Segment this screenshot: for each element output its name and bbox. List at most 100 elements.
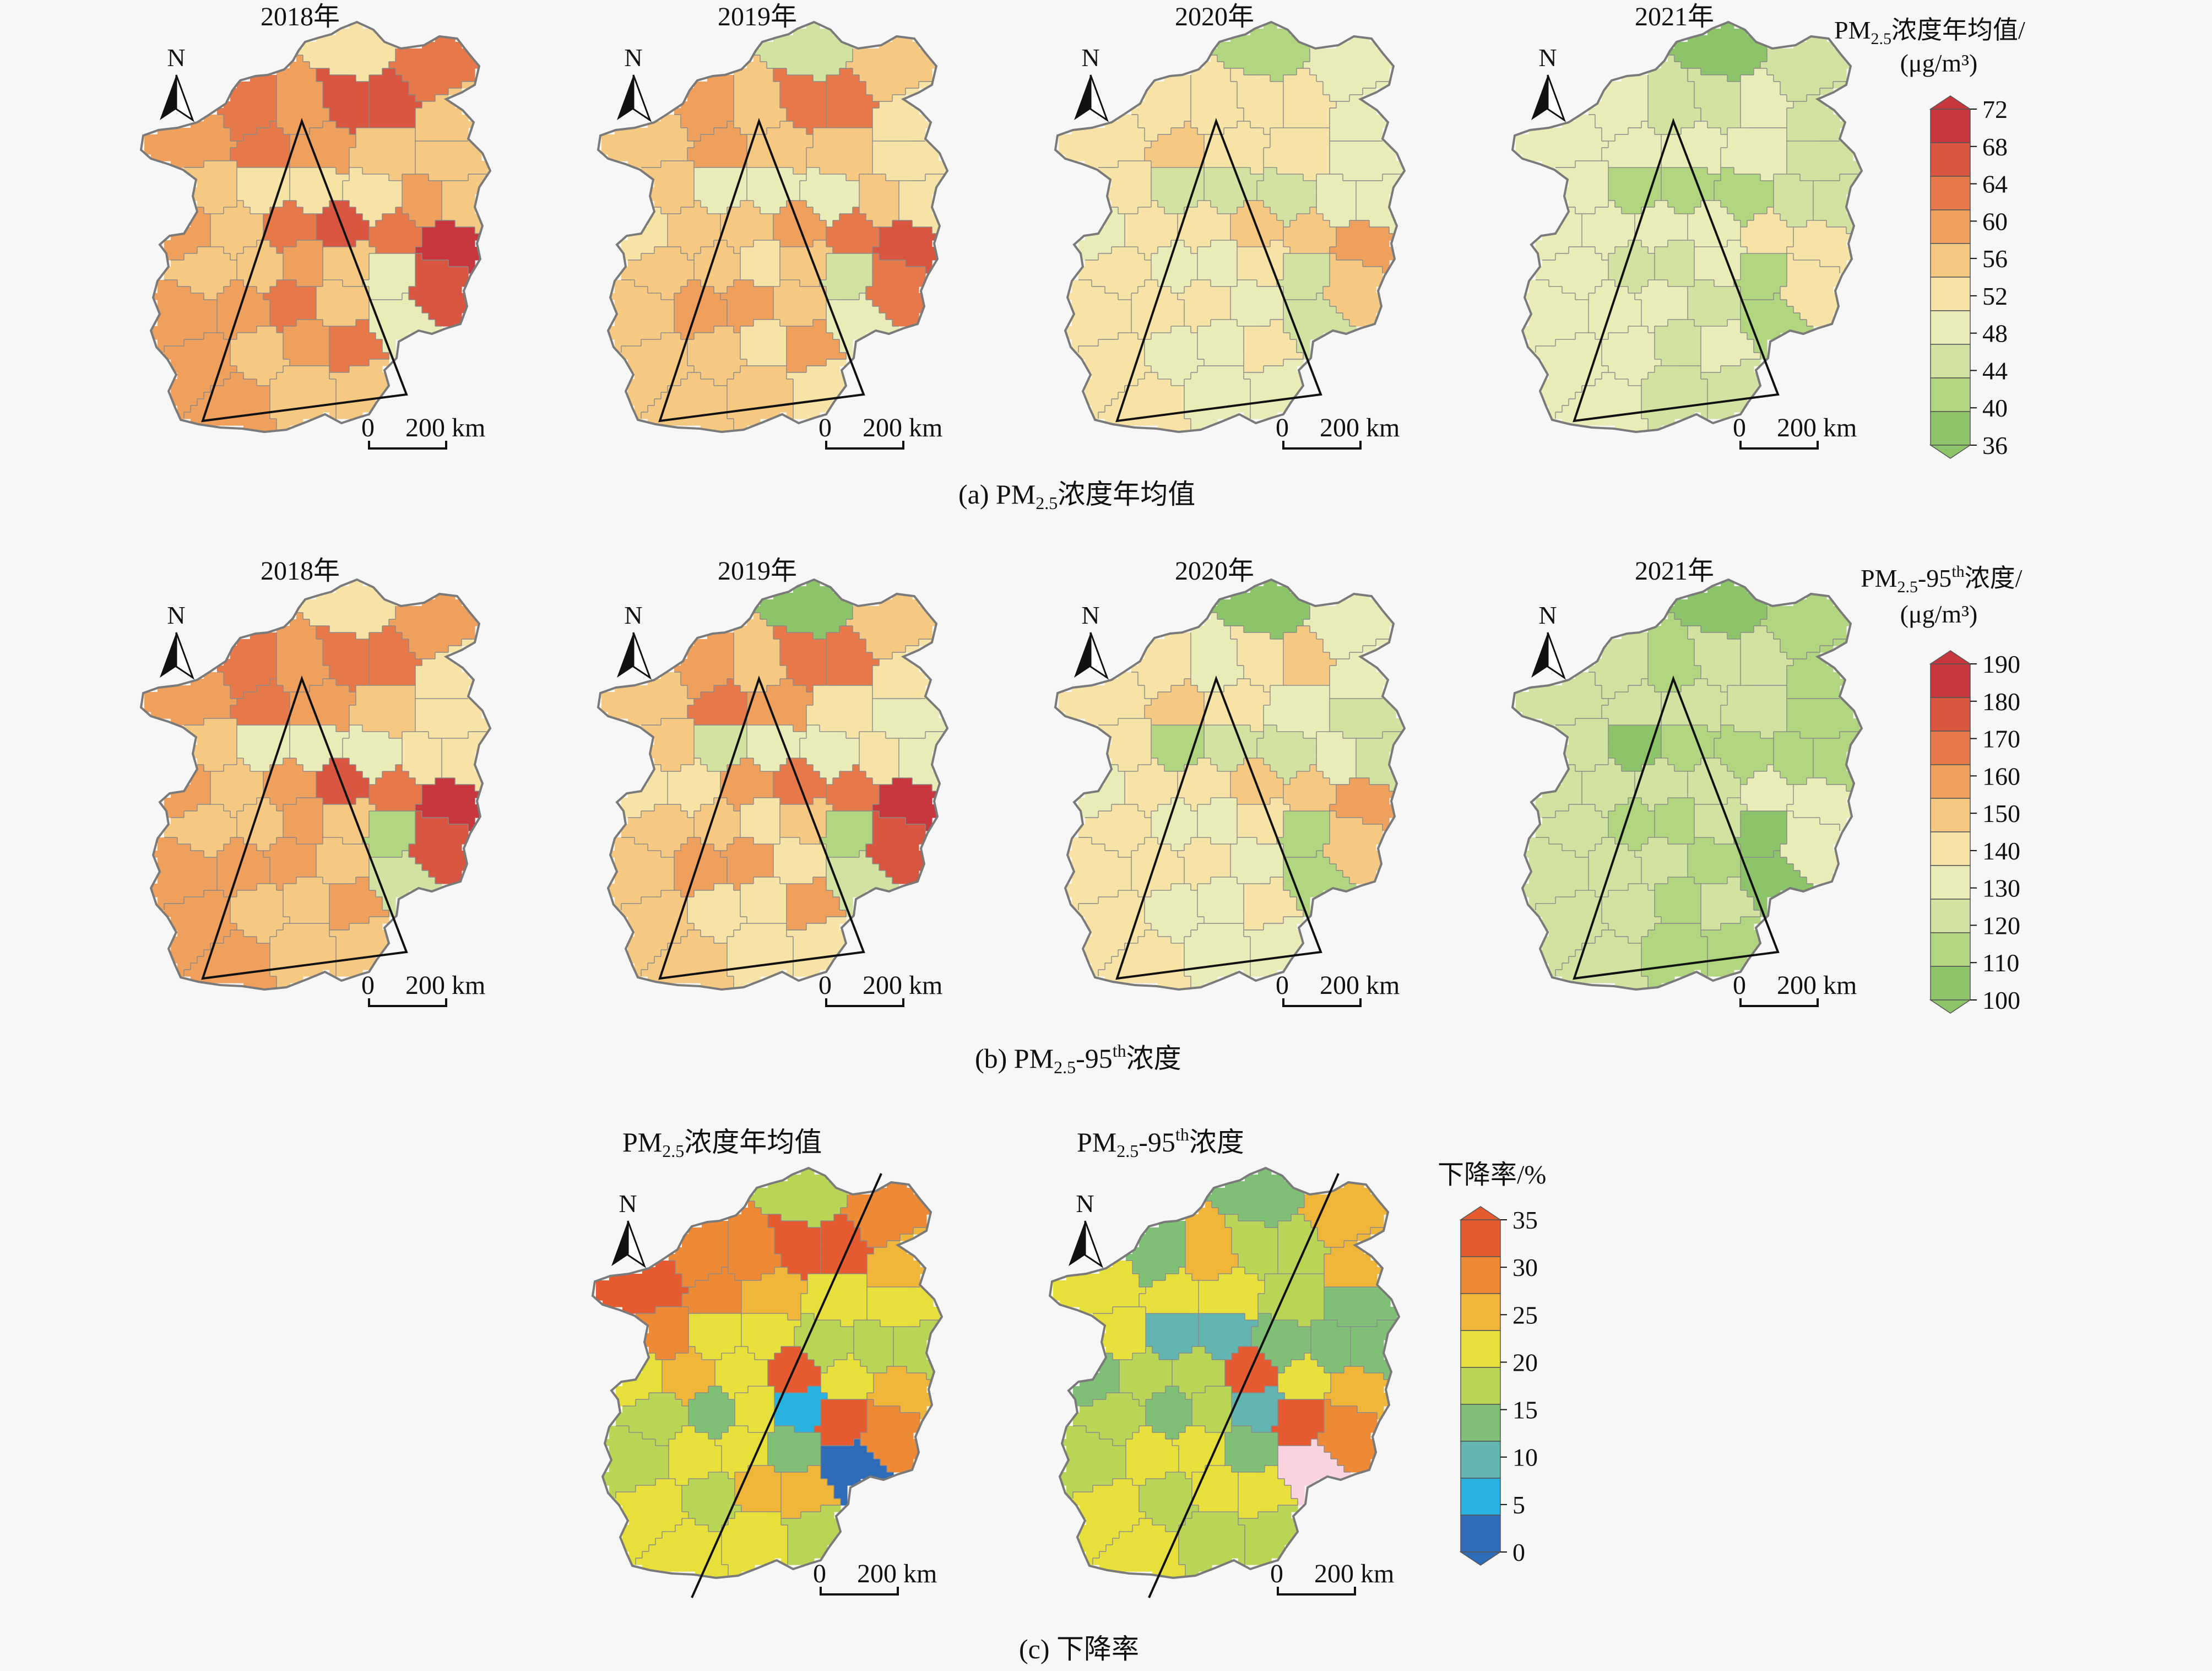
map-regions	[144, 22, 489, 432]
region-20	[263, 758, 317, 812]
region-19	[668, 758, 721, 818]
region-10	[801, 1274, 868, 1327]
region-12	[442, 732, 489, 792]
legend-swatch	[1460, 1404, 1501, 1442]
region-26	[1232, 1386, 1285, 1433]
region-6	[674, 632, 734, 699]
region-32	[1178, 280, 1231, 333]
region-33	[1225, 1426, 1278, 1473]
region-10	[1264, 128, 1330, 181]
region-0	[296, 580, 396, 640]
region-41	[787, 917, 847, 977]
region-0	[1211, 22, 1310, 82]
map-a2-year-label: 2019年	[718, 2, 797, 31]
region-14	[1714, 167, 1774, 228]
region-3	[1741, 626, 1794, 686]
region-16	[1151, 167, 1205, 214]
region-3	[1741, 68, 1794, 128]
region-15	[1199, 1313, 1259, 1360]
region-26	[323, 798, 376, 845]
hu-line-triangle	[201, 675, 408, 980]
region-15	[1204, 167, 1264, 214]
map-a-2020: N 0 200 km	[1054, 20, 1406, 450]
region-5	[1191, 55, 1244, 135]
region-13	[1316, 732, 1357, 785]
region-34	[1741, 293, 1814, 360]
legend-swatch	[1460, 1515, 1501, 1553]
region-34	[1278, 1439, 1351, 1506]
region-21	[773, 758, 827, 805]
legend-swatch	[1460, 1293, 1501, 1331]
map-a3-year-label: 2020年	[1175, 2, 1254, 31]
region-8	[682, 1267, 742, 1314]
map-a-2021: N 0 200 km	[1511, 20, 1863, 450]
region-1	[1303, 35, 1396, 102]
north-arrow-icon: N	[617, 601, 652, 680]
region-40	[270, 923, 337, 989]
legend-swatch	[1930, 176, 1971, 210]
region-22	[1741, 765, 1794, 812]
scale-distance-label: 200 km	[863, 413, 942, 442]
region-30	[1522, 837, 1589, 911]
region-6	[1588, 632, 1649, 699]
region-36	[682, 1472, 742, 1532]
region-22	[1741, 207, 1794, 254]
region-27	[1655, 798, 1695, 845]
region-21	[316, 201, 370, 247]
region-27	[1655, 240, 1695, 287]
region-5	[734, 55, 787, 135]
region-boundaries	[1078, 48, 1402, 432]
region-4	[1230, 626, 1284, 693]
map-outline	[139, 578, 492, 991]
region-10	[806, 128, 873, 181]
scale-zero-label: 0	[818, 413, 832, 442]
region-12	[899, 732, 946, 792]
region-boundaries	[621, 606, 945, 989]
region-25	[820, 811, 873, 858]
region-13	[402, 732, 442, 785]
region-38	[787, 877, 847, 931]
region-0	[753, 22, 853, 82]
legend-tick-label: 190	[1982, 650, 2020, 678]
region-21	[1688, 201, 1741, 247]
legend-swatch	[1930, 109, 1971, 143]
region-13	[854, 1320, 894, 1373]
north-label: N	[167, 44, 185, 72]
region-27	[283, 240, 323, 287]
region-24	[409, 253, 469, 327]
region-9	[1204, 121, 1271, 175]
region-35	[616, 1479, 689, 1565]
scale-bar: 0 200 km	[361, 413, 485, 450]
region-boundaries	[615, 1194, 940, 1578]
map-regions	[601, 22, 946, 432]
region-40	[1641, 923, 1708, 989]
region-33	[773, 280, 827, 327]
north-label: N	[1081, 44, 1099, 72]
region-30	[1065, 280, 1132, 353]
region-11	[1324, 1287, 1397, 1327]
region-13	[1316, 174, 1357, 228]
region-2	[872, 639, 932, 699]
scale-zero-label: 0	[1733, 413, 1746, 442]
region-7	[1053, 1261, 1146, 1314]
legend-a-unit: (μg/m³)	[1900, 49, 1978, 77]
region-16	[1608, 725, 1662, 772]
region-0	[1668, 580, 1768, 640]
legend-swatch	[1460, 1219, 1501, 1257]
region-24	[1323, 253, 1383, 327]
region-9	[1661, 679, 1728, 732]
region-38	[329, 877, 389, 931]
region-5	[1191, 613, 1244, 693]
scale-bar: 0 200 km	[813, 1559, 937, 1596]
region-37	[1655, 877, 1701, 924]
region-3	[369, 626, 422, 686]
legend-swatch	[1930, 932, 1971, 967]
legend-swatch	[1460, 1367, 1501, 1405]
map-outline	[1511, 20, 1863, 434]
map-outline	[1048, 1166, 1401, 1580]
scale-zero-label: 0	[1276, 971, 1289, 1000]
legend-swatch	[1930, 277, 1971, 311]
region-22	[1283, 207, 1337, 254]
row-c: PM2.5浓度年均值 PM2.5-95th浓度 N 0 200 km N 0 200 k…	[591, 1124, 1546, 1664]
region-24	[1318, 1399, 1378, 1473]
